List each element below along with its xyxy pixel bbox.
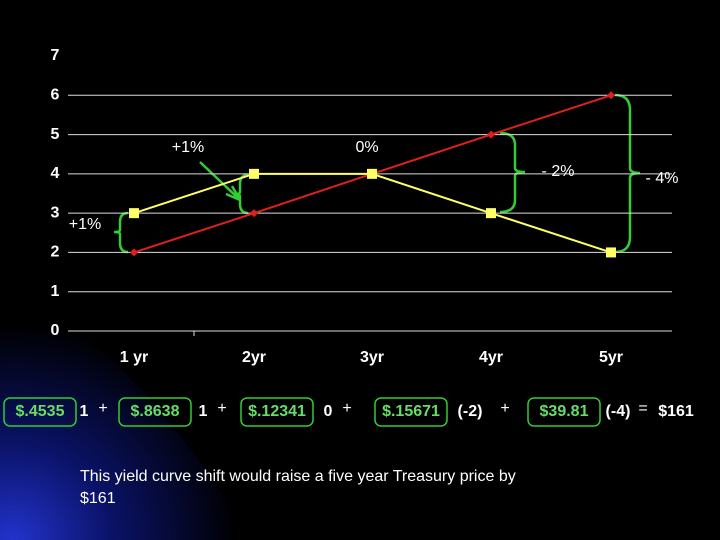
marker (487, 130, 495, 139)
marker (486, 208, 496, 219)
price: $39.81 (540, 403, 589, 420)
operator: + (217, 400, 226, 417)
annotation: +1% (69, 216, 101, 233)
operator: + (98, 400, 107, 417)
operator: + (500, 400, 509, 417)
x-tick-label: 3yr (360, 349, 384, 366)
price-box (240, 397, 314, 427)
price: $.8638 (131, 403, 180, 420)
x-tick-label: 4yr (479, 349, 503, 366)
y-tick-label: 7 (51, 47, 60, 64)
change: 1 (199, 403, 208, 420)
braces (113, 93, 641, 254)
price: $.15671 (382, 403, 440, 420)
annotation: - 4% (646, 170, 679, 187)
price-box (527, 397, 601, 427)
marker (367, 168, 377, 179)
swoosh (0, 300, 250, 540)
x-tick-label: 5yr (599, 349, 623, 366)
change: (-4) (606, 403, 631, 420)
operator: + (342, 400, 351, 417)
caption-line: $161 (80, 490, 116, 507)
y-tick-label: 2 (51, 244, 60, 261)
caption-line: This yield curve shift would raise a fiv… (80, 468, 516, 485)
price-box (3, 397, 77, 427)
change: 1 (80, 403, 89, 420)
marker (129, 208, 139, 219)
annotation: - 2% (542, 163, 575, 180)
y-tick-label: 1 (51, 283, 60, 300)
annotation: 0% (355, 139, 378, 156)
marker (130, 248, 138, 257)
change: 0 (324, 403, 333, 420)
y-tick-label: 6 (51, 87, 60, 104)
marker (607, 91, 615, 100)
marker (250, 209, 258, 218)
price-box (118, 397, 192, 427)
y-tick-label: 3 (51, 204, 60, 221)
y-tick-label: 5 (51, 126, 60, 143)
y-tick-label: 4 (51, 165, 60, 182)
change: (-2) (458, 403, 483, 420)
operator: = (638, 400, 647, 417)
price-box (374, 397, 448, 427)
caption: This yield curve shift would raise a fiv… (80, 468, 516, 507)
y-tick-label: 0 (51, 322, 60, 339)
annotation: +1% (172, 139, 204, 156)
x-tick-label: 1 yr (120, 349, 148, 366)
price: $.12341 (248, 403, 306, 420)
marker (249, 168, 259, 179)
total: $161 (658, 403, 694, 420)
marker (606, 247, 616, 258)
price: $.4535 (16, 403, 65, 420)
x-tick-label: 2yr (242, 349, 266, 366)
